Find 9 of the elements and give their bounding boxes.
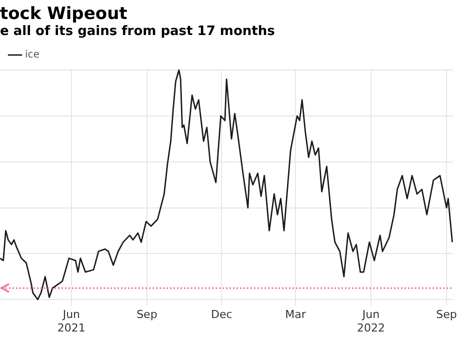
chart-title: tock Wipeout xyxy=(0,4,128,24)
x-tick-label: Jun 2022 xyxy=(357,308,386,334)
chart-subtitle: e all of its gains from past 17 months xyxy=(0,24,276,40)
x-tick-label: Sep xyxy=(136,308,158,322)
x-tick-label: Dec xyxy=(210,308,232,322)
x-tick-label: Mar xyxy=(285,308,306,322)
x-tick-label: Jun 2021 xyxy=(57,308,86,334)
x-tick-label: Sep xyxy=(436,308,457,322)
legend-label: ice xyxy=(25,50,40,61)
